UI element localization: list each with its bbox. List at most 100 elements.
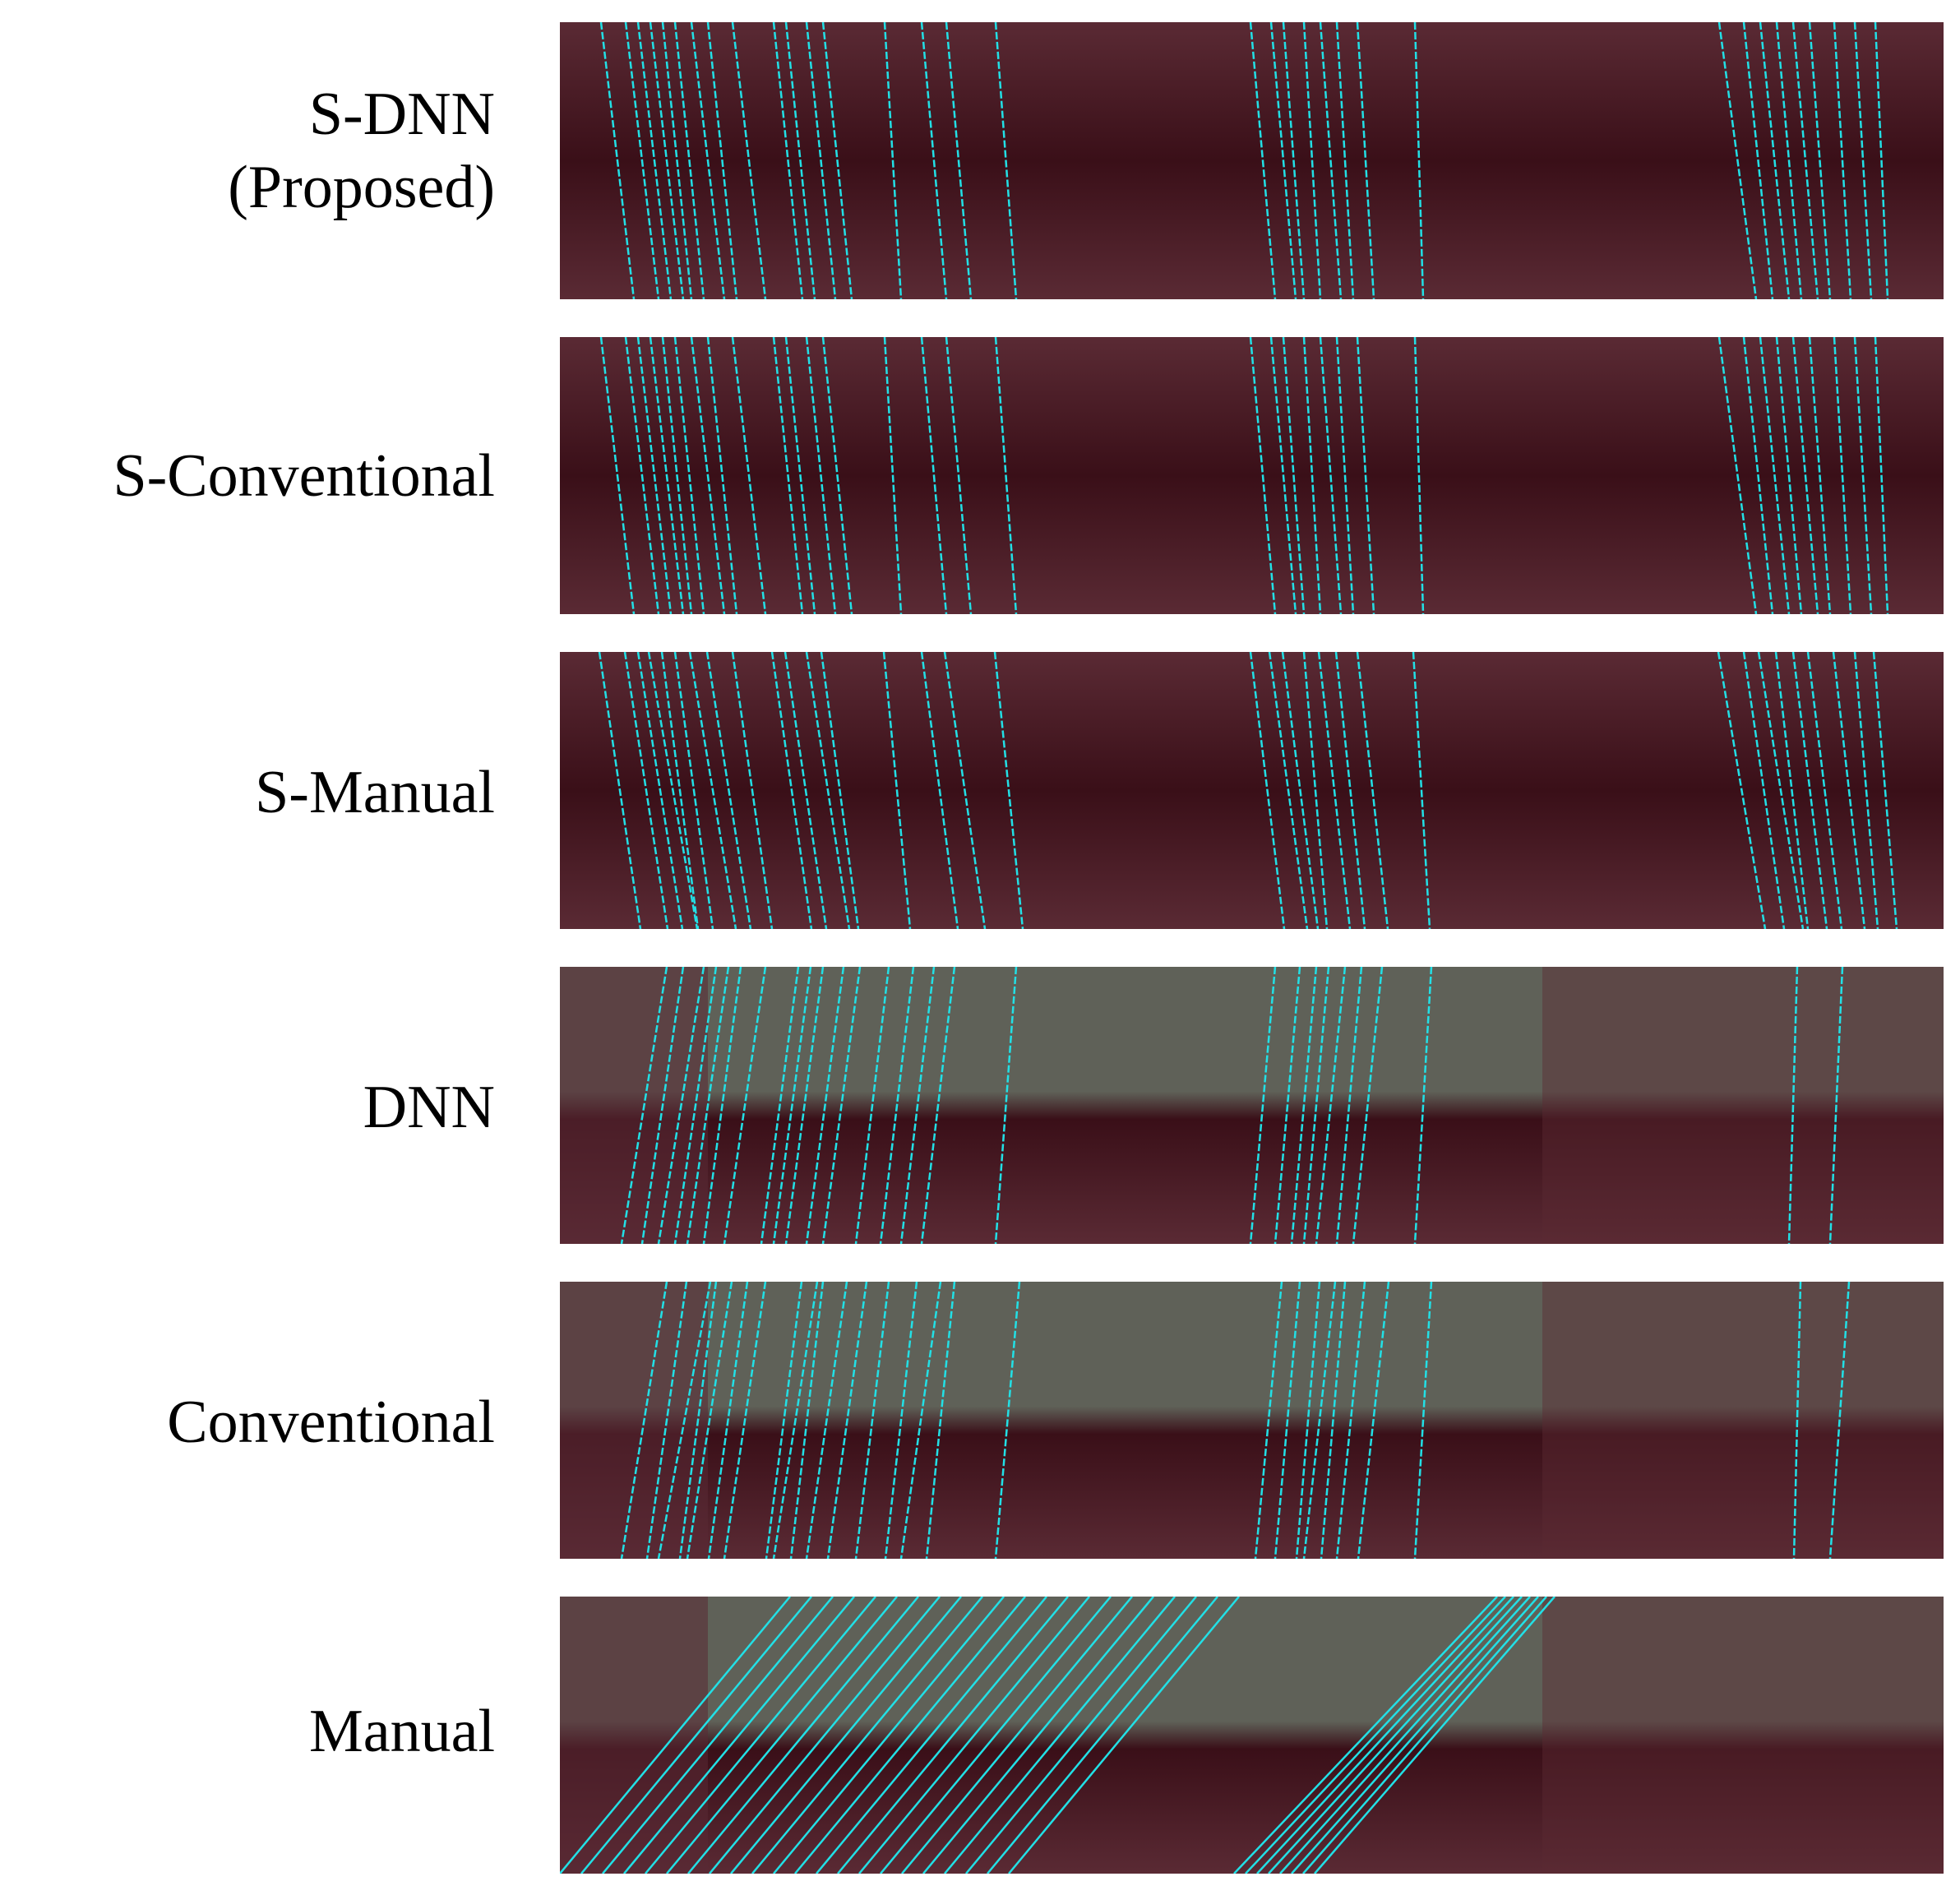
trace-line xyxy=(1256,1597,1514,1874)
trace-line xyxy=(1717,337,1758,614)
panel-svg xyxy=(560,967,1944,1244)
trace-line xyxy=(1302,337,1322,614)
trace-line xyxy=(1742,337,1774,614)
trace-line xyxy=(624,22,660,299)
trace-line xyxy=(944,1597,1176,1874)
trace-line xyxy=(1282,337,1306,614)
trace-line xyxy=(1792,1282,1802,1559)
trace-line xyxy=(640,967,685,1244)
panel-background xyxy=(560,1282,1944,1559)
panel-shade xyxy=(560,1597,708,1874)
trace-line xyxy=(899,1282,942,1559)
trace-line xyxy=(854,967,890,1244)
trace-line xyxy=(1279,1597,1531,1874)
trace-line xyxy=(1853,22,1873,299)
trace-line xyxy=(1791,652,1828,929)
trace-line xyxy=(723,967,767,1244)
trace-line xyxy=(1335,1282,1366,1559)
trace-line xyxy=(773,1597,1005,1874)
trace-line xyxy=(1335,967,1363,1244)
trace-line xyxy=(636,337,673,614)
trace-line xyxy=(826,1282,868,1559)
trace-line xyxy=(731,337,767,614)
trace-line xyxy=(1302,967,1330,1244)
trace-line xyxy=(1791,337,1819,614)
trace-line xyxy=(1249,337,1277,614)
trace-line xyxy=(690,337,726,614)
trace-line xyxy=(649,22,685,299)
trace-line xyxy=(620,1282,668,1559)
trace-line xyxy=(660,652,700,929)
trace-line xyxy=(1302,1282,1337,1559)
trace-line xyxy=(994,22,1018,299)
panel-svg xyxy=(560,1597,1944,1874)
trace-line xyxy=(789,1282,825,1559)
trace-line xyxy=(602,1597,834,1874)
trace-line xyxy=(1808,22,1832,299)
trace-line xyxy=(784,337,816,614)
panel-shade xyxy=(1542,1282,1944,1559)
trace-line xyxy=(920,967,956,1244)
trace-line xyxy=(1315,967,1347,1244)
row-label-manual: Manual xyxy=(309,1695,495,1768)
panel-manual xyxy=(560,1597,1944,1874)
trace-line xyxy=(1717,22,1758,299)
trace-line xyxy=(821,967,862,1244)
trace-line xyxy=(925,1282,956,1559)
trace-line xyxy=(706,22,738,299)
trace-line xyxy=(1320,1282,1347,1559)
trace-line xyxy=(772,22,804,299)
trace-line xyxy=(1302,22,1322,299)
panel-svg xyxy=(560,652,1944,929)
trace-line xyxy=(1269,22,1297,299)
row-label-dnn: DNN xyxy=(363,1071,495,1144)
trace-line xyxy=(884,1282,918,1559)
trace-line xyxy=(770,652,813,929)
row-label-s-manual: S-Manual xyxy=(255,756,495,830)
trace-line xyxy=(1249,967,1277,1244)
trace-line xyxy=(1352,967,1384,1244)
trace-line xyxy=(623,1597,855,1874)
trace-line xyxy=(760,967,800,1244)
trace-line xyxy=(1302,1597,1547,1874)
panel-svg xyxy=(560,337,1944,614)
trace-line xyxy=(1356,652,1389,929)
trace-line xyxy=(943,652,987,929)
trace-line xyxy=(688,652,737,929)
trace-line xyxy=(690,22,726,299)
trace-line xyxy=(1717,652,1767,929)
trace-line xyxy=(805,1282,848,1559)
trace-line xyxy=(1008,1597,1240,1874)
trace-line xyxy=(784,22,816,299)
trace-line xyxy=(645,1597,876,1874)
trace-line xyxy=(994,1282,1021,1559)
trace-line xyxy=(666,1597,898,1874)
trace-line xyxy=(805,22,837,299)
trace-line xyxy=(1833,337,1852,614)
trace-line xyxy=(1254,1282,1283,1559)
trace-line xyxy=(1828,967,1844,1244)
trace-line xyxy=(784,652,828,929)
panel-s-conventional xyxy=(560,337,1944,614)
trace-line xyxy=(661,337,693,614)
trace-line xyxy=(993,652,1024,929)
trace-line xyxy=(751,1597,983,1874)
trace-line xyxy=(994,337,1018,614)
trace-line xyxy=(649,337,685,614)
trace-line xyxy=(920,337,948,614)
panel-background xyxy=(560,967,1944,1244)
trace-line xyxy=(1249,652,1286,929)
trace-line xyxy=(624,337,660,614)
trace-line xyxy=(1791,22,1819,299)
panel-shade xyxy=(560,1282,708,1559)
trace-line xyxy=(1774,652,1810,929)
trace-line xyxy=(882,652,912,929)
trace-line xyxy=(1775,337,1803,614)
trace-line xyxy=(920,22,948,299)
trace-line xyxy=(854,1282,890,1559)
row-label-line: Manual xyxy=(308,1698,495,1765)
trace-line xyxy=(883,22,903,299)
trace-line xyxy=(1787,967,1799,1244)
trace-line xyxy=(794,1597,1026,1874)
trace-line xyxy=(1274,967,1301,1244)
